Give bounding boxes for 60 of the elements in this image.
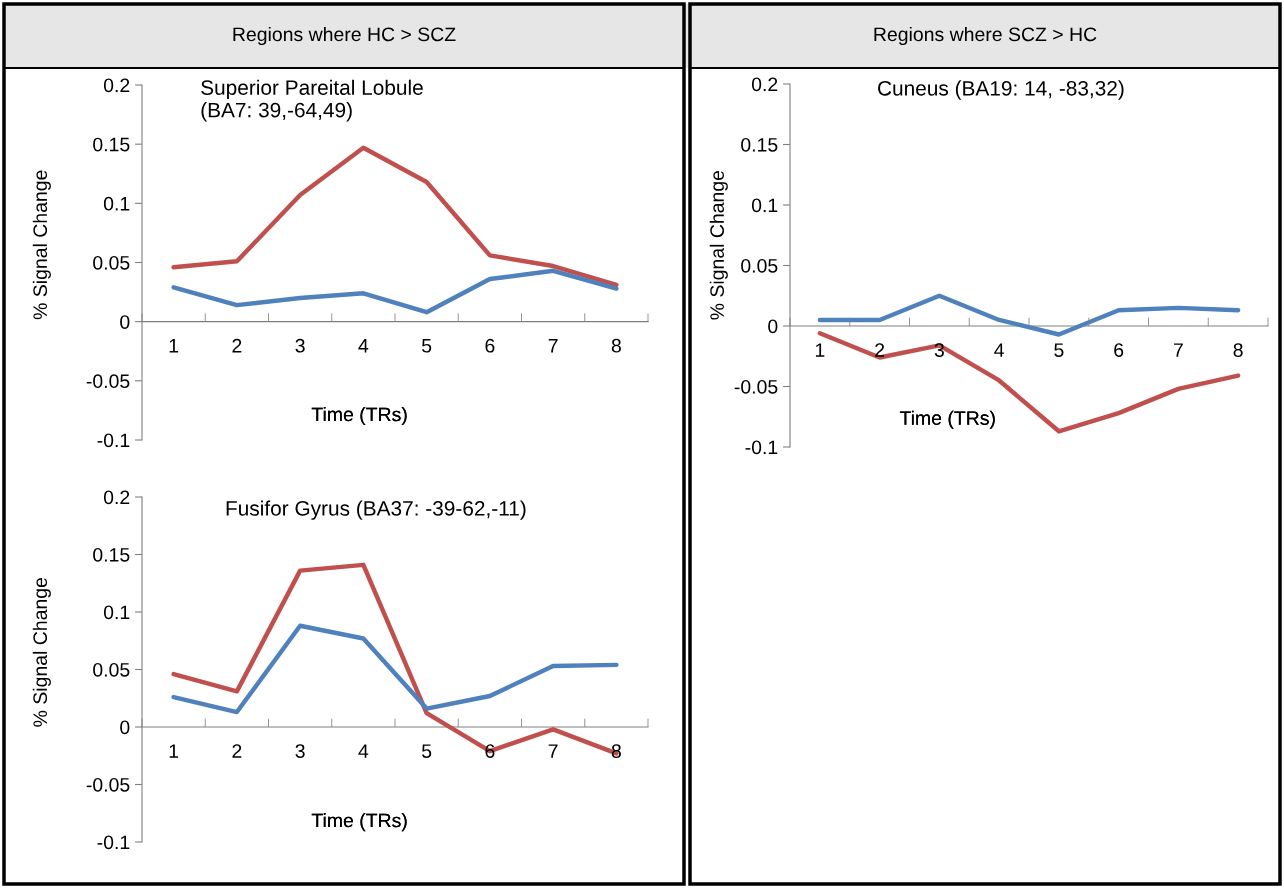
chart-subtitle: Regions where SCZ > HC (874, 26, 1097, 46)
x-tick-label: 1 (815, 343, 825, 357)
x-tick-label: 1 (169, 339, 179, 353)
y-tick-label: 0 (120, 720, 130, 735)
line-series (171, 268, 619, 315)
x-axis-title: Time (TRs) (311, 813, 407, 832)
x-tick-label: 4 (358, 744, 369, 758)
y-tick-label: 0.2 (103, 490, 130, 505)
y-tick-label: -0.05 (86, 777, 130, 792)
y-tick-label: 0.2 (103, 78, 130, 93)
x-axis-title: Time (TRs) (899, 410, 995, 429)
y-tick-label: -0.05 (734, 379, 778, 394)
x-tick-label: 3 (295, 338, 305, 353)
y-tick-label: 0.05 (93, 255, 130, 270)
x-tick-label: 8 (1233, 343, 1243, 357)
x-tick-label: 3 (295, 744, 305, 758)
y-tick-label: 0.15 (741, 137, 778, 152)
x-tick-label: 5 (422, 744, 432, 758)
y-tick-label: 0.1 (751, 198, 778, 213)
x-tick-label: 4 (358, 339, 369, 353)
x-tick-label: 2 (232, 744, 242, 758)
x-axis-title: Time (TRs) (311, 406, 407, 426)
chart-title: Fusifor Gyrus (BA37: -39-62,-11) (226, 500, 526, 520)
y-tick-label: 0.2 (751, 77, 778, 92)
chart-subtitle: Regions where HC > SCZ (233, 26, 456, 46)
y-axis-title: % Signal Change (32, 170, 51, 320)
x-tick-label: 7 (1173, 343, 1183, 357)
y-axis-title: % Signal Change (32, 577, 51, 727)
y-tick-label: 0.1 (103, 196, 130, 211)
x-tick-label: 4 (994, 343, 1004, 357)
y-tick-label: 0.15 (93, 137, 130, 152)
y-tick-label: 0.1 (103, 605, 130, 620)
y-axis-title: % Signal Change (709, 170, 728, 320)
y-tick-label: -0.1 (97, 433, 130, 448)
x-tick-label: 8 (611, 744, 621, 758)
line-series (171, 623, 619, 715)
y-tick-label: -0.1 (745, 440, 778, 455)
y-tick-label: 0.05 (93, 662, 130, 677)
x-tick-label: 1 (169, 744, 179, 758)
y-tick-label: -0.05 (86, 374, 130, 389)
line-series (817, 293, 1241, 337)
x-tick-label: 2 (875, 343, 885, 357)
y-tick-label: 0.15 (93, 547, 130, 562)
x-tick-label: 2 (232, 338, 242, 353)
chart-title: Superior Pareital Lobule (BA7: 39,-64,49) (201, 79, 423, 122)
y-tick-label: 0 (120, 315, 130, 329)
x-tick-label: 5 (1054, 343, 1064, 357)
x-tick-label: 6 (1114, 343, 1124, 357)
x-tick-label: 8 (611, 338, 621, 353)
line-series (171, 145, 619, 288)
chart-title: Cuneus (BA19: 14, -83,32) (878, 80, 1124, 100)
x-tick-label: 7 (548, 339, 558, 353)
y-tick-label: 0 (768, 319, 778, 334)
line-series (171, 562, 619, 756)
x-tick-label: 5 (422, 339, 432, 353)
y-tick-label: 0.05 (741, 258, 778, 273)
x-tick-label: 6 (485, 338, 495, 353)
line-series (817, 331, 1241, 434)
x-tick-label: 7 (548, 744, 558, 758)
y-tick-label: -0.1 (97, 835, 130, 850)
